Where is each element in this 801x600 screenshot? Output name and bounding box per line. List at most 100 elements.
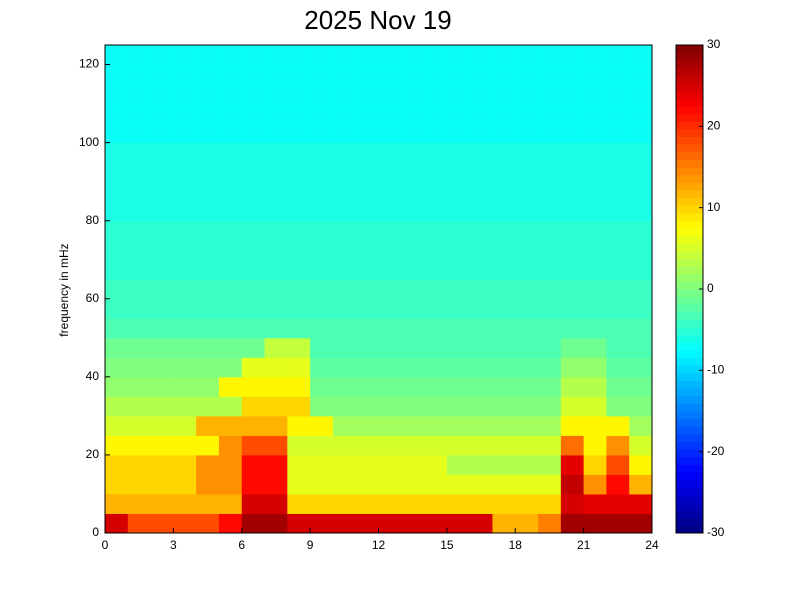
- colorbar-segment: [676, 98, 703, 107]
- heat-cell: [401, 181, 425, 202]
- colorbar-segment: [676, 189, 703, 198]
- heat-cell: [401, 103, 425, 124]
- heat-cell: [515, 84, 539, 105]
- heat-cell: [492, 279, 516, 300]
- heat-cell: [332, 513, 357, 534]
- heat-cell: [310, 45, 334, 66]
- heat-cell: [241, 396, 266, 417]
- heat-cell: [241, 454, 266, 475]
- heat-cell: [560, 415, 585, 436]
- heat-cell: [287, 474, 311, 495]
- heat-cell: [264, 376, 288, 397]
- heat-cell: [127, 64, 152, 85]
- heat-cell: [173, 396, 197, 417]
- heat-cell: [515, 201, 539, 222]
- heat-cell: [173, 45, 197, 66]
- heat-cell: [401, 64, 425, 85]
- heat-cell: [150, 259, 174, 280]
- heat-cell: [629, 181, 653, 202]
- heat-cell: [401, 201, 425, 222]
- heat-cell: [173, 298, 197, 319]
- heat-cell: [492, 240, 516, 261]
- heat-cell: [241, 181, 266, 202]
- heat-cell: [127, 162, 152, 183]
- heat-cell: [515, 220, 539, 241]
- y-tick-label: 0: [92, 525, 99, 539]
- heat-cell: [424, 474, 448, 495]
- heat-cell: [446, 123, 471, 144]
- heat-cell: [310, 454, 334, 475]
- colorbar-segment: [676, 334, 703, 343]
- colorbar-segment: [676, 258, 703, 267]
- colorbar-segment: [676, 510, 703, 519]
- heat-cell: [287, 415, 311, 436]
- heat-cell: [401, 240, 425, 261]
- heat-cell: [241, 64, 266, 85]
- heat-cell: [355, 318, 379, 339]
- heat-cell: [218, 454, 243, 475]
- x-tick-label: 12: [372, 538, 386, 552]
- heat-cell: [196, 240, 220, 261]
- heat-cell: [241, 474, 266, 495]
- heat-cell: [218, 162, 243, 183]
- heat-cell: [196, 493, 220, 514]
- heat-cell: [378, 474, 402, 495]
- colorbar-segment: [676, 525, 703, 534]
- colorbar-segment: [676, 365, 703, 374]
- heat-cell: [310, 123, 334, 144]
- heat-cell: [105, 396, 129, 417]
- heat-cell: [629, 45, 653, 66]
- heat-cell: [196, 318, 220, 339]
- heat-cell: [560, 201, 585, 222]
- heat-cell: [173, 103, 197, 124]
- heat-cell: [378, 513, 402, 534]
- heat-cell: [401, 396, 425, 417]
- heat-cell: [469, 279, 493, 300]
- heat-cell: [560, 142, 585, 163]
- heat-cell: [332, 376, 357, 397]
- heat-cell: [218, 493, 243, 514]
- heat-cell: [310, 435, 334, 456]
- heat-cell: [287, 513, 311, 534]
- heat-cell: [629, 279, 653, 300]
- heat-cell: [332, 279, 357, 300]
- heat-cell: [560, 513, 585, 534]
- heat-cell: [538, 279, 562, 300]
- heat-cell: [469, 201, 493, 222]
- heat-cell: [492, 474, 516, 495]
- heat-cell: [515, 103, 539, 124]
- heat-cell: [424, 376, 448, 397]
- heat-cell: [287, 435, 311, 456]
- heat-cell: [583, 474, 607, 495]
- heat-cell: [173, 493, 197, 514]
- heat-cell: [355, 376, 379, 397]
- heat-cell: [469, 45, 493, 66]
- heat-cell: [446, 435, 471, 456]
- colorbar-segment: [676, 350, 703, 359]
- heat-cell: [241, 162, 266, 183]
- heat-cell: [264, 454, 288, 475]
- colorbar-segment: [676, 136, 703, 145]
- heat-cell: [264, 201, 288, 222]
- heat-cell: [310, 162, 334, 183]
- heat-cell: [173, 201, 197, 222]
- heat-cell: [196, 84, 220, 105]
- heat-cell: [241, 376, 266, 397]
- heat-cell: [378, 454, 402, 475]
- heat-cell: [173, 64, 197, 85]
- heat-cell: [606, 162, 630, 183]
- heat-cell: [218, 298, 243, 319]
- heat-cell: [424, 513, 448, 534]
- colorbar-segment: [676, 60, 703, 69]
- heat-cell: [492, 64, 516, 85]
- heat-cell: [287, 396, 311, 417]
- heat-cell: [606, 240, 630, 261]
- colorbar-segment: [676, 113, 703, 122]
- heat-cell: [150, 376, 174, 397]
- heat-cell: [606, 220, 630, 241]
- heat-cell: [538, 337, 562, 358]
- heat-cell: [173, 123, 197, 144]
- heat-cell: [332, 142, 357, 163]
- heat-cell: [560, 396, 585, 417]
